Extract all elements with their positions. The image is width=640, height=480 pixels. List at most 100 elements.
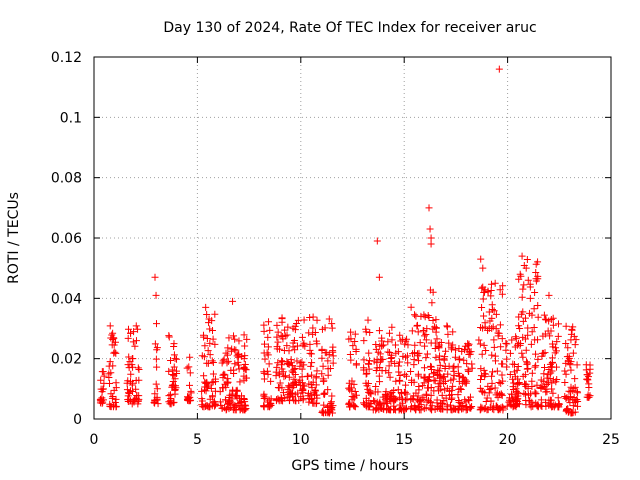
roti-point [318,370,326,378]
roti-point [529,402,537,410]
roti-point [512,335,520,343]
roti-point [384,348,392,356]
roti-point [477,365,485,373]
roti-point [428,402,436,410]
roti-point [312,337,320,345]
roti-point [285,382,293,390]
roti-point [489,368,497,376]
roti-point [424,384,431,392]
roti-point [349,342,357,350]
roti-point [554,320,562,328]
roti-point [567,409,575,417]
roti-point [452,346,460,354]
roti-point [107,334,115,342]
roti-point [376,378,384,386]
roti-point [523,256,531,264]
roti-point [541,364,548,372]
roti-point [211,400,219,408]
roti-point [273,345,281,353]
roti-point [283,331,291,339]
roti-point [480,341,488,349]
roti-point [431,339,439,347]
roti-point [554,332,562,340]
roti-point [274,384,282,392]
roti-point [311,387,319,395]
roti-point [171,355,179,363]
roti-point [438,391,446,399]
roti-point [211,340,219,348]
roti-point [425,313,433,321]
roti-point [362,370,370,378]
roti-point [328,392,336,400]
roti-point [490,336,498,344]
roti-point [375,327,383,335]
roti-point [454,363,462,371]
roti-point [571,375,579,383]
roti-point [417,401,425,409]
roti-point [447,395,455,403]
roti-point [298,333,306,341]
roti-point [465,397,473,405]
roti-point [373,237,381,245]
roti-point [241,401,249,409]
roti-point [512,333,520,341]
roti-point [151,273,159,281]
roti-point [548,385,556,393]
roti-point [540,370,548,378]
roti-point [490,343,498,351]
roti-point [209,335,217,343]
roti-point [106,400,114,408]
roti-point [563,353,571,361]
roti-point [414,328,422,336]
roti-point [412,312,420,320]
roti-point [409,395,417,403]
roti-point [301,342,309,350]
roti-point [481,286,489,294]
roti-point [171,375,179,383]
roti-point [170,340,178,348]
roti-point [537,396,545,404]
roti-point [528,328,536,336]
roti-point [480,312,488,320]
roti-point [274,359,282,367]
roti-point [306,314,314,322]
roti-point [520,281,528,289]
roti-point [571,341,579,349]
roti-point [549,314,557,322]
roti-point [449,375,457,383]
roti-point [454,406,462,414]
roti-point [478,284,486,292]
roti-point [391,360,399,368]
roti-point [219,384,227,392]
roti-point [431,377,439,385]
roti-point [313,394,321,402]
roti-point [231,360,239,368]
roti-point [109,393,117,401]
roti-point [350,402,358,410]
roti-point [98,368,106,376]
roti-point [288,367,296,375]
roti-point [467,404,475,412]
roti-point [264,343,272,351]
roti-point [498,290,506,298]
roti-point [186,381,194,389]
roti-point [324,386,332,394]
roti-point [527,340,535,348]
roti-point [240,406,248,414]
roti-point [152,380,160,388]
roti-point [543,380,551,388]
roti-point [439,399,447,407]
roti-point [366,387,374,395]
roti-point [443,406,451,414]
roti-point [443,323,451,331]
roti-point [553,347,561,355]
roti-point [225,400,233,408]
roti-point [151,340,159,348]
roti-point [396,358,404,366]
roti-point [209,392,217,400]
roti-point [110,341,118,349]
roti-point [284,323,292,331]
roti-point [387,351,395,359]
roti-point [569,349,577,357]
roti-point [524,331,532,339]
